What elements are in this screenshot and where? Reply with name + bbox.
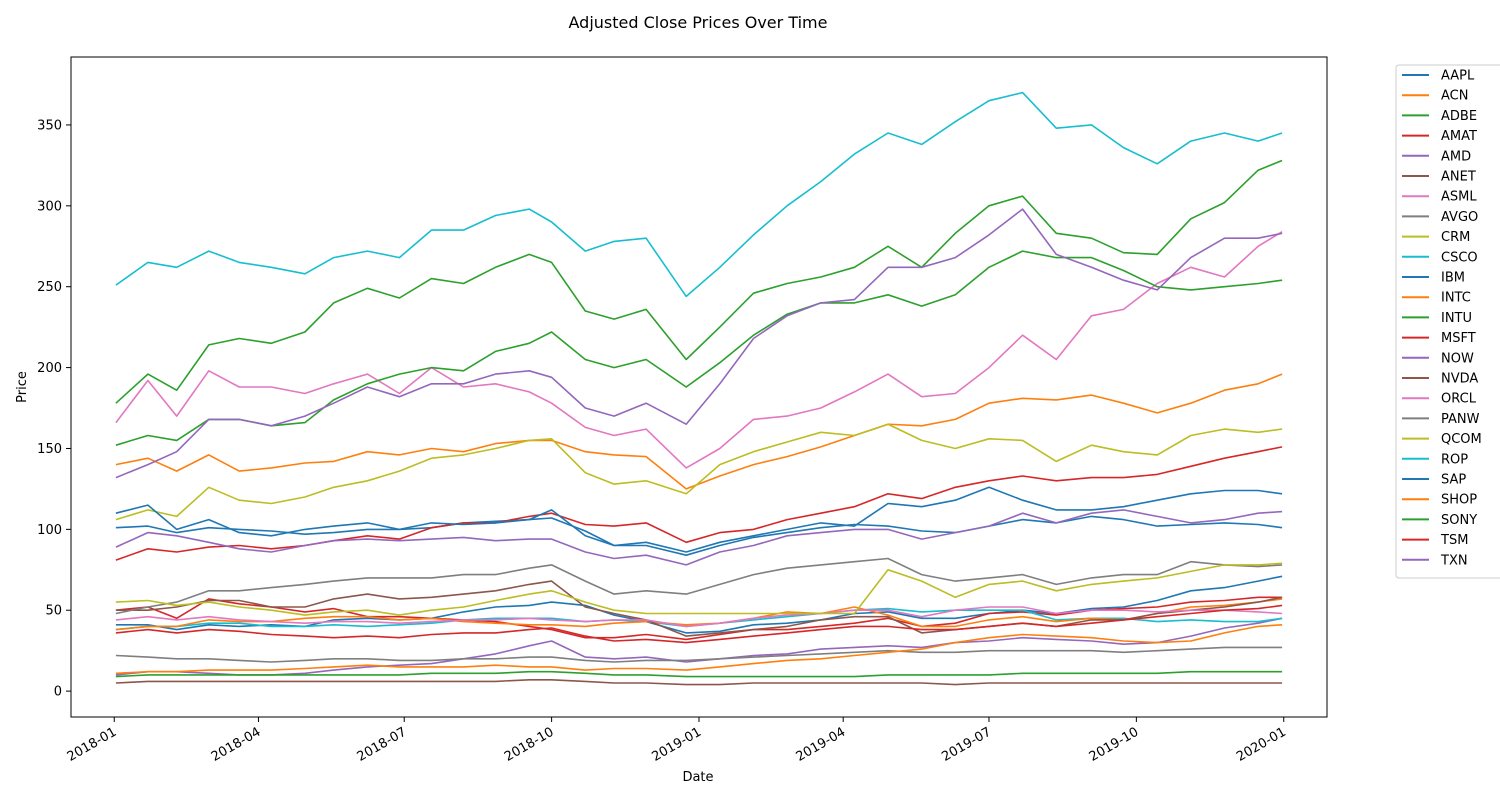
legend-entry-shop: SHOP — [1402, 493, 1477, 508]
series-line-nvda — [115, 580, 1283, 637]
legend-label: SONY — [1441, 513, 1477, 528]
series-line-acn — [115, 373, 1283, 490]
legend-box — [1395, 64, 1500, 579]
legend-entry-intu: INTU — [1402, 311, 1472, 326]
legend-label: QCOM — [1441, 432, 1482, 447]
y-tick-label: 100 — [37, 523, 62, 538]
legend-entry-txn: TXN — [1402, 553, 1468, 568]
legend-entry-amat: AMAT — [1402, 129, 1477, 144]
x-tick-label: 2019-04 — [794, 725, 849, 765]
legend-label: TSM — [1440, 533, 1468, 548]
legend-label: AMD — [1441, 149, 1471, 164]
series-line-intu — [115, 250, 1283, 446]
legend-label: PANW — [1441, 412, 1480, 427]
series-line-intc — [115, 598, 1283, 631]
legend-label: SAP — [1441, 473, 1466, 488]
series-line-now — [115, 208, 1283, 479]
plot-area — [70, 56, 1328, 718]
legend-label: NVDA — [1441, 372, 1478, 387]
legend-entry-crm: CRM — [1402, 230, 1470, 245]
legend-entry-orcl: ORCL — [1402, 392, 1477, 407]
legend-entry-panw: PANW — [1402, 412, 1480, 427]
legend-entry-intc: INTC — [1402, 291, 1471, 306]
legend-label: AMAT — [1441, 129, 1477, 144]
legend-label: NOW — [1441, 351, 1474, 366]
legend-entry-tsm: TSM — [1402, 533, 1468, 548]
legend-entry-nvda: NVDA — [1402, 372, 1478, 387]
legend-label: MSFT — [1441, 331, 1476, 346]
legend-entry-sony: SONY — [1402, 513, 1477, 528]
y-tick-label: 150 — [37, 442, 62, 457]
series-line-avgo — [115, 646, 1283, 663]
series-line-adbe — [115, 159, 1283, 404]
legend-entry-anet: ANET — [1402, 170, 1476, 185]
series-line-rop — [115, 91, 1283, 298]
x-tick-label: 2019-07 — [939, 725, 994, 765]
legend-label: AVGO — [1441, 210, 1478, 225]
series-line-crm — [115, 423, 1283, 521]
x-tick-label: 2018-01 — [65, 725, 120, 765]
legend-entry-csco: CSCO — [1402, 250, 1478, 265]
legend-label: ASML — [1441, 190, 1477, 205]
series-line-ibm — [115, 515, 1283, 557]
legend-entry-now: NOW — [1402, 351, 1474, 366]
legend-label: ACN — [1441, 89, 1468, 104]
x-tick-label: 2019-01 — [649, 725, 704, 765]
legend-entry-msft: MSFT — [1402, 331, 1476, 346]
series-line-tsm — [115, 604, 1283, 644]
x-tick-label: 2018-10 — [502, 725, 557, 765]
legend-entry-rop: ROP — [1402, 452, 1468, 467]
y-tick-label: 250 — [37, 280, 62, 295]
y-tick-label: 50 — [45, 604, 62, 619]
series-line-panw — [115, 557, 1283, 615]
y-tick-label: 300 — [37, 199, 62, 214]
legend-label: ANET — [1441, 170, 1476, 185]
y-tick-label: 200 — [37, 361, 62, 376]
series-line-anet — [115, 678, 1283, 686]
legend-entry-acn: ACN — [1402, 89, 1468, 104]
legend-entry-sap: SAP — [1402, 473, 1466, 488]
y-axis-label: Price — [15, 371, 30, 403]
x-axis: 2018-01 2018-04 2018-07 2018-10 2019-01 2019-… — [65, 717, 1289, 765]
series-line-shop — [115, 624, 1283, 675]
legend-entry-aapl: AAPL — [1402, 69, 1475, 84]
series-line-msft — [115, 446, 1283, 561]
legend-label: INTC — [1441, 291, 1471, 306]
legend-label: ROP — [1441, 452, 1468, 467]
series-line-orcl — [115, 606, 1283, 628]
legend-label: ADBE — [1441, 109, 1477, 124]
legend-entry-amd: AMD — [1402, 149, 1471, 164]
legend-entry-qcom: QCOM — [1402, 432, 1482, 447]
legend-label: INTU — [1441, 311, 1472, 326]
y-axis: 0 50 100 150 200 250 300 350 — [37, 118, 71, 700]
x-tick-label: 2020-01 — [1234, 725, 1289, 765]
chart-title: Adjusted Close Prices Over Time — [569, 13, 828, 32]
legend-entry-adbe: ADBE — [1402, 109, 1477, 124]
series-line-amd — [115, 617, 1283, 676]
series-line-sony — [115, 670, 1283, 678]
legend-label: IBM — [1441, 271, 1465, 286]
y-tick-label: 350 — [37, 118, 62, 133]
legend-label: ORCL — [1441, 392, 1477, 407]
series-line-qcom — [115, 562, 1283, 616]
x-tick-label: 2018-07 — [355, 725, 410, 765]
legend: AAPL ACN ADBE AMAT AMD ANET ASML AVGO CRM CSCO IBM… — [1395, 64, 1500, 579]
legend-label: CSCO — [1441, 250, 1478, 265]
legend-label: AAPL — [1441, 69, 1475, 84]
legend-label: CRM — [1441, 230, 1470, 245]
legend-label: SHOP — [1441, 493, 1477, 508]
y-tick-label: 0 — [54, 685, 62, 700]
x-tick-label: 2019-10 — [1087, 725, 1142, 765]
series-line-asml — [115, 231, 1283, 469]
x-axis-label: Date — [682, 770, 713, 785]
series-line-txn — [115, 509, 1283, 566]
legend-entry-avgo: AVGO — [1402, 210, 1478, 225]
legend-entry-asml: ASML — [1402, 190, 1477, 205]
legend-label: TXN — [1440, 553, 1468, 568]
x-tick-label: 2018-04 — [209, 725, 264, 765]
series-line-sap — [115, 486, 1283, 553]
legend-entry-ibm: IBM — [1402, 271, 1465, 286]
